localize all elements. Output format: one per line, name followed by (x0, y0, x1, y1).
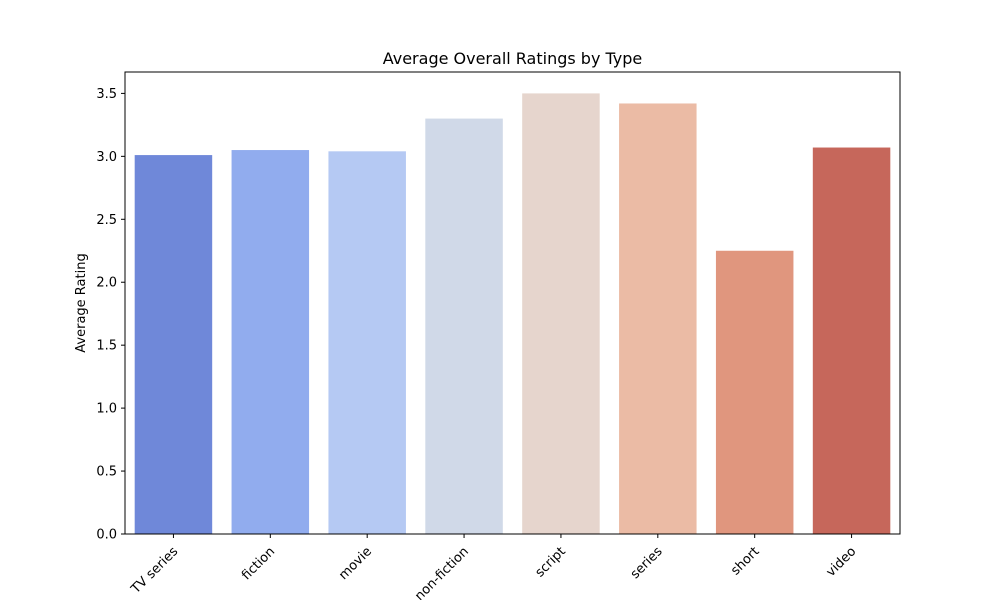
y-axis: 0.0 0.5 1.0 1.5 2.0 2.5 3.0 3.5 (96, 87, 125, 543)
x-tick-label: movie (336, 544, 375, 583)
y-tick-label: 1.5 (96, 339, 117, 354)
x-axis: TV series fiction movie non-fiction script se… (128, 534, 860, 600)
x-tick-label: video (824, 544, 860, 580)
chart-title: Average Overall Ratings by Type (383, 49, 643, 68)
y-tick-label: 3.0 (96, 150, 117, 165)
y-tick-label: 1.0 (96, 402, 117, 417)
x-tick-label: series (628, 544, 666, 582)
x-tick-label: fiction (239, 544, 278, 583)
bar-non-fiction (425, 118, 503, 534)
bar-fiction (231, 150, 310, 535)
bar-video (812, 147, 891, 534)
plot-area-frame (124, 71, 901, 535)
y-tick-label: 2.0 (96, 276, 117, 291)
y-tick-label: 3.5 (96, 87, 117, 102)
y-tick-label: 0.5 (96, 465, 117, 480)
bars-layer (134, 93, 891, 535)
bar-tv-series (134, 155, 213, 534)
x-tick-label: short (728, 544, 762, 578)
bar-short (715, 250, 794, 534)
y-tick-label: 0.0 (96, 528, 117, 543)
y-tick-label: 2.5 (96, 213, 117, 228)
bar-script (522, 93, 600, 535)
y-axis-title: Average Rating (74, 253, 89, 352)
x-tick-label: TV series (128, 544, 182, 598)
bar-movie (328, 151, 406, 534)
x-tick-label: script (533, 544, 569, 580)
x-tick-label: non-fiction (412, 544, 472, 600)
bar-series (619, 103, 697, 534)
